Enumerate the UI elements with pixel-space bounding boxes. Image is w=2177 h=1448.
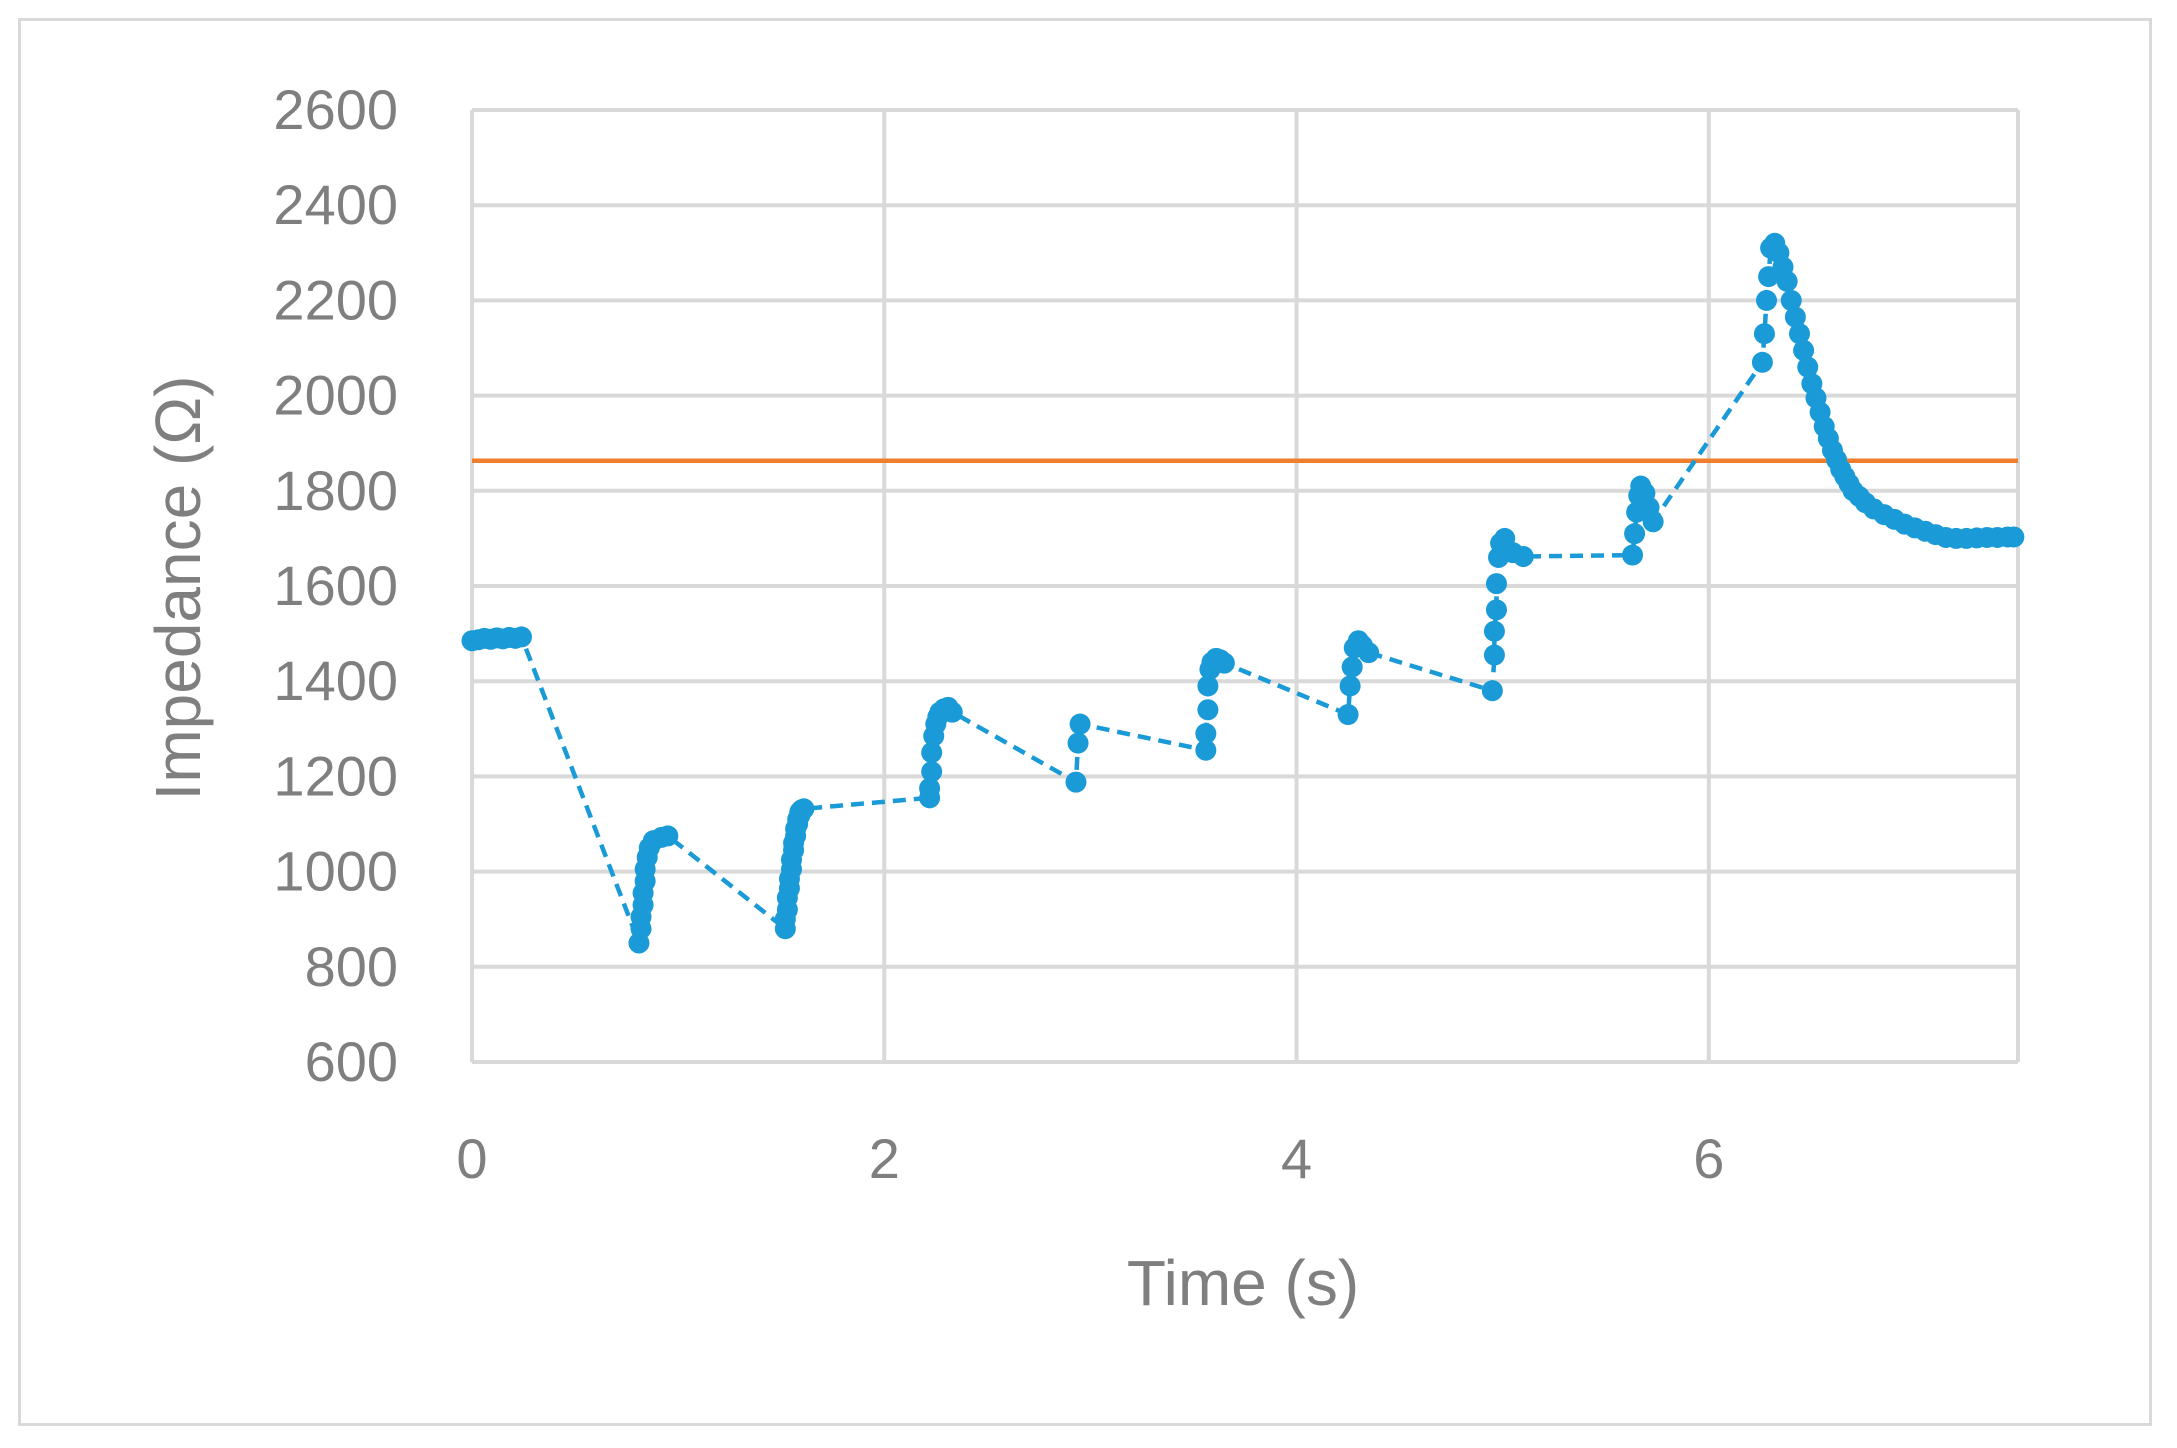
data-point xyxy=(1485,599,1507,621)
data-point xyxy=(921,742,943,764)
x-tick-label: 4 xyxy=(1281,1127,1312,1190)
data-point xyxy=(1485,573,1507,595)
data-point xyxy=(1512,545,1534,567)
data-point xyxy=(1776,270,1798,292)
data-point xyxy=(1065,771,1087,793)
data-point xyxy=(1197,675,1219,697)
impedance-series xyxy=(461,232,2025,954)
y-tick-label: 2400 xyxy=(273,173,398,236)
data-point xyxy=(1341,656,1363,678)
data-point xyxy=(1195,723,1217,745)
data-point xyxy=(1195,739,1217,761)
y-tick-label: 800 xyxy=(305,935,398,998)
data-point xyxy=(1622,544,1644,566)
data-point xyxy=(921,761,943,783)
y-tick-label: 2200 xyxy=(273,268,398,331)
y-axis-title: Impedance (Ω) xyxy=(142,376,214,801)
y-tick-label: 2000 xyxy=(273,364,398,427)
y-tick-label: 600 xyxy=(305,1030,398,1093)
y-tick-label: 1400 xyxy=(273,649,398,712)
data-point xyxy=(1339,675,1361,697)
data-point xyxy=(919,777,941,799)
data-point xyxy=(1756,289,1778,311)
x-axis-title: Time (s) xyxy=(1127,1247,1359,1319)
y-axis-tick-labels: 600 800 1000 1200 1400 1600 1800 2000 2200 2400 26… xyxy=(273,78,398,1093)
y-tick-label: 1800 xyxy=(273,459,398,522)
x-tick-label: 2 xyxy=(869,1127,900,1190)
x-tick-label: 6 xyxy=(1693,1127,1724,1190)
data-point xyxy=(2003,526,2025,548)
data-point xyxy=(1067,732,1089,754)
data-point xyxy=(1197,699,1219,721)
y-tick-label: 1200 xyxy=(273,744,398,807)
data-point xyxy=(1337,704,1359,726)
y-tick-label: 1600 xyxy=(273,554,398,617)
data-point xyxy=(1069,713,1091,735)
data-point xyxy=(941,701,963,723)
data-point xyxy=(1751,351,1773,373)
data-point xyxy=(793,798,815,820)
data-point xyxy=(657,825,679,847)
data-point xyxy=(1788,323,1810,345)
x-axis-tick-labels: 0 2 4 6 xyxy=(456,1127,1724,1190)
data-point xyxy=(1642,511,1664,533)
data-point xyxy=(1753,323,1775,345)
data-point xyxy=(1213,652,1235,674)
y-tick-label: 1000 xyxy=(273,840,398,903)
data-point xyxy=(510,626,532,648)
data-point xyxy=(1483,620,1505,642)
data-point xyxy=(1481,680,1503,702)
data-point xyxy=(1358,642,1380,664)
x-tick-label: 0 xyxy=(456,1127,487,1190)
data-point xyxy=(1780,289,1802,311)
data-point xyxy=(1797,356,1819,378)
series-connector-line xyxy=(471,239,2014,952)
data-point xyxy=(1624,523,1646,545)
data-point xyxy=(1793,339,1815,361)
y-tick-label: 2600 xyxy=(273,78,398,141)
data-point xyxy=(1784,306,1806,328)
data-point xyxy=(1483,644,1505,666)
